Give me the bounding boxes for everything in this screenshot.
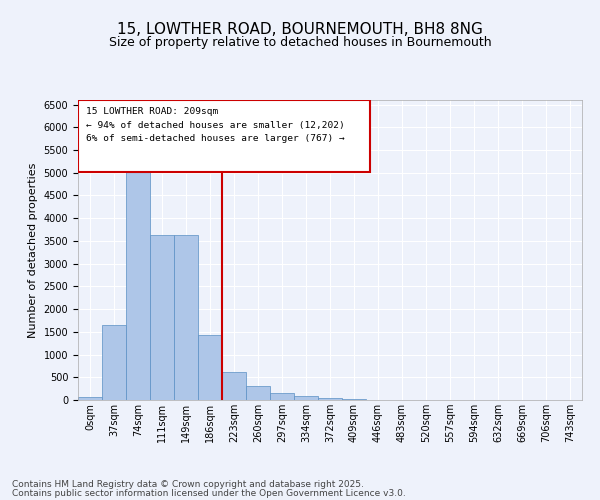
Text: Contains public sector information licensed under the Open Government Licence v3: Contains public sector information licen… [12, 488, 406, 498]
Bar [222, 372, 246, 400]
Bar [126, 168, 150, 400]
Bar [78, 397, 102, 400]
Bar [102, 325, 126, 400]
Bar [342, 399, 366, 400]
Bar [270, 393, 294, 400]
Text: Size of property relative to detached houses in Bournemouth: Size of property relative to detached ho… [109, 36, 491, 49]
Bar [174, 236, 198, 400]
FancyBboxPatch shape [78, 100, 370, 172]
Bar [150, 236, 174, 400]
Text: 15, LOWTHER ROAD, BOURNEMOUTH, BH8 8NG: 15, LOWTHER ROAD, BOURNEMOUTH, BH8 8NG [117, 22, 483, 38]
Bar [246, 386, 270, 400]
Y-axis label: Number of detached properties: Number of detached properties [28, 162, 38, 338]
Bar [318, 398, 342, 400]
Text: 15 LOWTHER ROAD: 209sqm
← 94% of detached houses are smaller (12,202)
6% of semi: 15 LOWTHER ROAD: 209sqm ← 94% of detache… [86, 108, 344, 143]
Bar [198, 336, 222, 400]
Text: Contains HM Land Registry data © Crown copyright and database right 2025.: Contains HM Land Registry data © Crown c… [12, 480, 364, 489]
Bar [294, 396, 318, 400]
